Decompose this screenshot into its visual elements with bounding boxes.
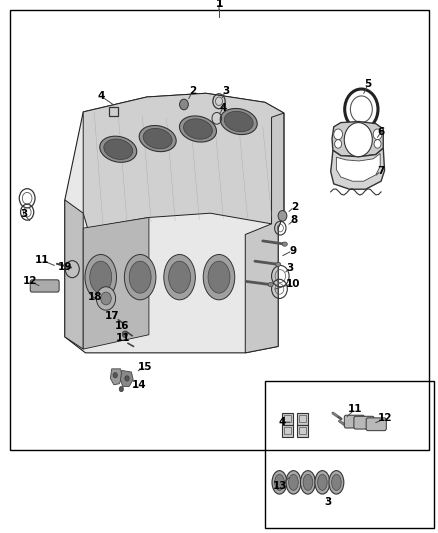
Text: 18: 18 [88, 293, 103, 302]
Ellipse shape [300, 471, 315, 494]
Polygon shape [65, 93, 284, 353]
Bar [299, 415, 306, 422]
Ellipse shape [276, 262, 281, 266]
Text: 13: 13 [273, 481, 288, 491]
Polygon shape [331, 148, 385, 189]
Text: 19: 19 [58, 262, 72, 271]
Ellipse shape [129, 261, 151, 293]
Ellipse shape [90, 261, 112, 293]
Text: 2: 2 [291, 202, 298, 212]
Circle shape [278, 211, 287, 221]
Circle shape [180, 99, 188, 110]
Ellipse shape [286, 471, 301, 494]
Bar [299, 427, 306, 434]
Text: 9: 9 [289, 246, 296, 255]
Text: 1: 1 [215, 0, 223, 9]
Circle shape [113, 373, 117, 378]
Ellipse shape [268, 282, 273, 287]
Ellipse shape [275, 474, 284, 490]
Text: 11: 11 [347, 405, 362, 414]
Text: 12: 12 [22, 277, 37, 286]
Ellipse shape [315, 471, 330, 494]
Ellipse shape [180, 116, 216, 142]
Bar [109, 107, 118, 116]
Ellipse shape [282, 242, 287, 246]
Text: 5: 5 [364, 79, 371, 89]
Circle shape [373, 129, 382, 140]
Circle shape [119, 386, 124, 392]
Text: 3: 3 [286, 263, 293, 272]
Polygon shape [336, 154, 380, 181]
Text: 6: 6 [378, 127, 385, 137]
Circle shape [344, 123, 372, 157]
Ellipse shape [303, 474, 313, 490]
Text: 2: 2 [189, 86, 196, 95]
Text: 8: 8 [291, 215, 298, 224]
Bar [284, 427, 291, 434]
Text: 16: 16 [114, 321, 129, 331]
Ellipse shape [289, 474, 298, 490]
Ellipse shape [272, 471, 287, 494]
Ellipse shape [224, 111, 253, 132]
FancyBboxPatch shape [366, 418, 386, 431]
FancyBboxPatch shape [354, 416, 374, 429]
Text: 4: 4 [279, 417, 286, 427]
Circle shape [122, 331, 127, 337]
Text: 3: 3 [324, 497, 331, 507]
Circle shape [374, 140, 381, 148]
Bar [265, 381, 434, 528]
Polygon shape [83, 217, 149, 349]
Text: 14: 14 [132, 380, 147, 390]
Polygon shape [65, 200, 83, 349]
Text: 3: 3 [21, 209, 28, 219]
Text: 1: 1 [215, 0, 223, 9]
Ellipse shape [100, 136, 137, 162]
Bar [297, 413, 308, 425]
Circle shape [101, 292, 111, 305]
Text: 12: 12 [378, 414, 393, 423]
Circle shape [335, 140, 342, 148]
Text: 4: 4 [220, 103, 227, 112]
Polygon shape [110, 369, 123, 385]
Ellipse shape [329, 471, 344, 494]
Ellipse shape [203, 255, 235, 300]
Bar [297, 425, 308, 437]
Ellipse shape [164, 255, 195, 300]
Bar [10, 10, 429, 450]
Text: 3: 3 [222, 86, 229, 95]
Text: 15: 15 [138, 362, 153, 372]
Ellipse shape [143, 128, 172, 149]
Text: 17: 17 [104, 311, 119, 320]
Text: 10: 10 [285, 279, 300, 288]
Polygon shape [332, 122, 383, 157]
Circle shape [334, 129, 343, 140]
Ellipse shape [208, 261, 230, 293]
Bar [282, 413, 293, 425]
Ellipse shape [85, 255, 117, 300]
Ellipse shape [169, 261, 191, 293]
Text: 4: 4 [97, 91, 104, 101]
Ellipse shape [318, 474, 327, 490]
Text: 11: 11 [116, 334, 131, 343]
Bar [282, 425, 293, 437]
Circle shape [125, 376, 129, 381]
Circle shape [96, 287, 116, 310]
Text: 11: 11 [34, 255, 49, 265]
Ellipse shape [124, 255, 156, 300]
Polygon shape [83, 93, 284, 228]
Polygon shape [120, 370, 133, 386]
Ellipse shape [220, 109, 257, 134]
Text: 7: 7 [378, 166, 385, 175]
Ellipse shape [104, 139, 133, 159]
Polygon shape [245, 113, 284, 353]
FancyBboxPatch shape [30, 280, 59, 292]
Ellipse shape [332, 474, 341, 490]
Ellipse shape [139, 126, 176, 151]
Ellipse shape [184, 119, 212, 139]
FancyBboxPatch shape [344, 415, 364, 428]
Bar [284, 415, 291, 422]
